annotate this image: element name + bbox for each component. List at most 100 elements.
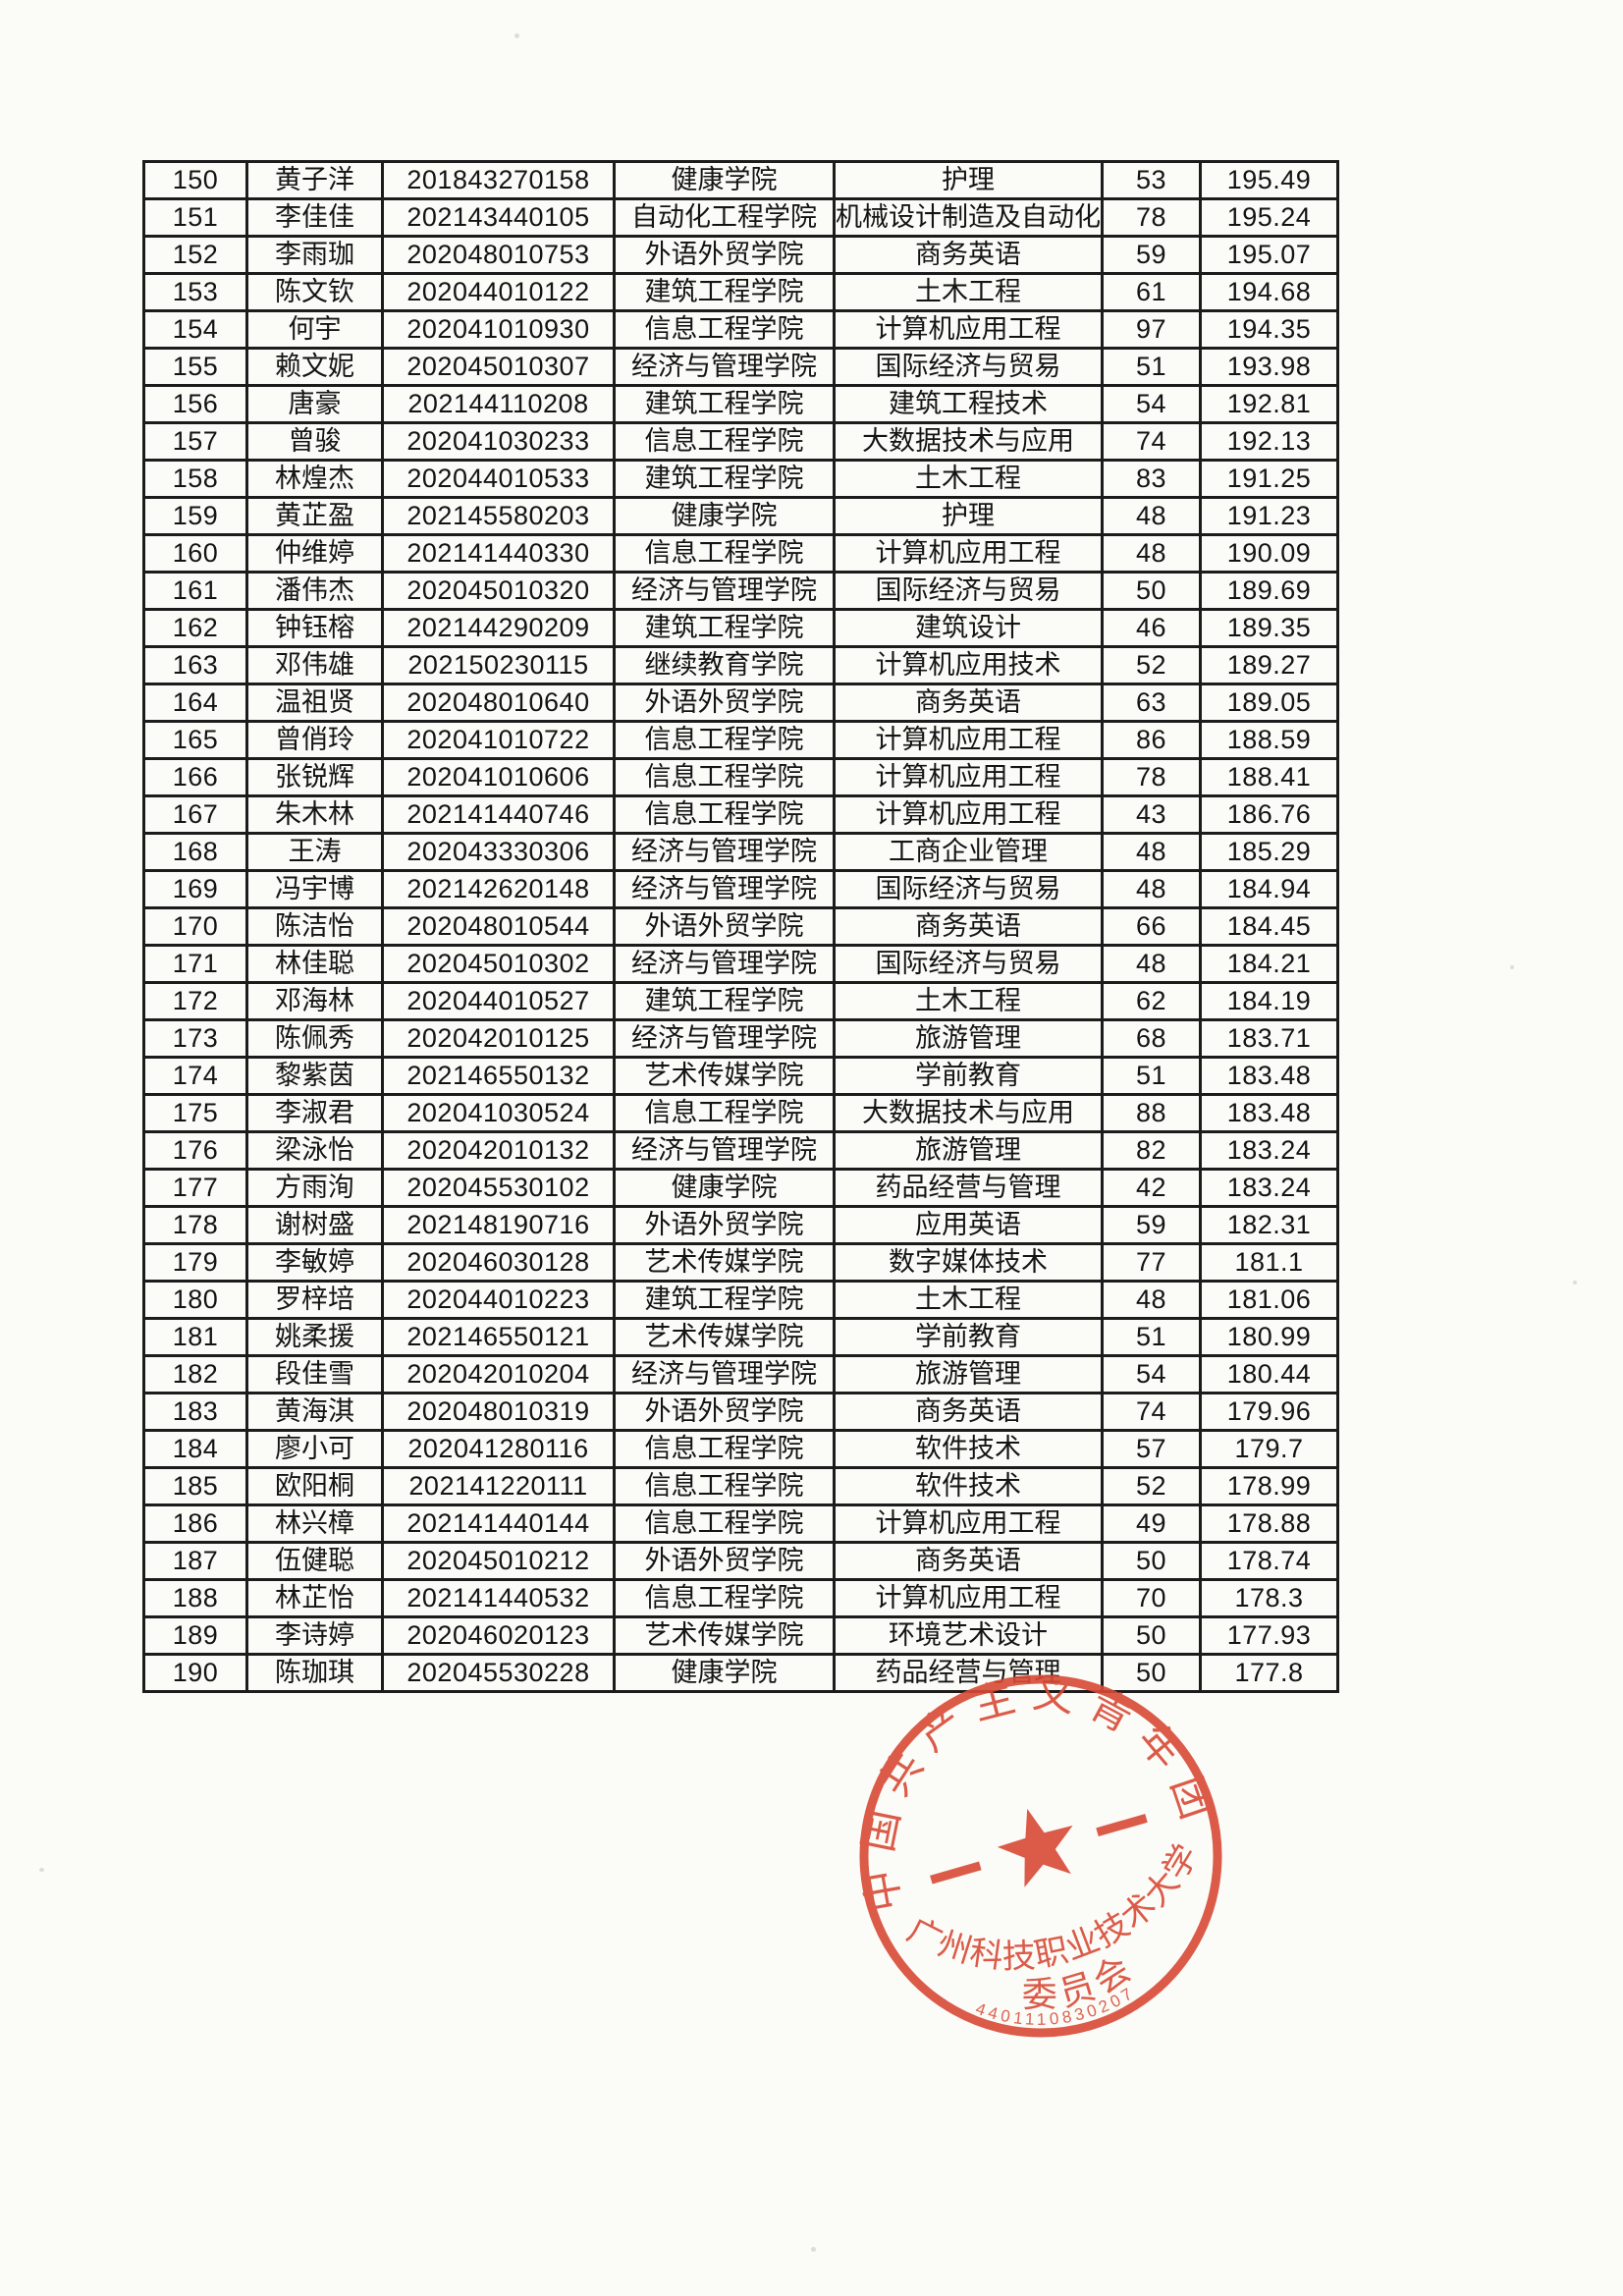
- table-row: 166 张锐辉 202041010606 信息工程学院 计算机应用工程 78 1…: [142, 757, 1339, 797]
- cell-rank: 153: [142, 272, 248, 312]
- cell-name: 潘伟杰: [245, 571, 384, 611]
- cell-score: 189.05: [1199, 683, 1339, 723]
- cell-name: 谢树盛: [245, 1205, 384, 1245]
- cell-student-id: 202045010320: [381, 571, 616, 611]
- table-row: 165 曾俏玲 202041010722 信息工程学院 计算机应用工程 86 1…: [142, 720, 1339, 760]
- cell-count: 52: [1101, 645, 1202, 685]
- cell-student-id: 201843270158: [381, 160, 616, 200]
- cell-student-id: 202043330306: [381, 832, 616, 872]
- cell-major: 旅游管理: [833, 1018, 1104, 1059]
- cell-major: 计算机应用工程: [833, 757, 1104, 797]
- cell-rank: 182: [142, 1354, 248, 1394]
- cell-score: 180.44: [1199, 1354, 1339, 1394]
- table-row: 178 谢树盛 202148190716 外语外贸学院 应用英语 59 182.…: [142, 1205, 1339, 1245]
- cell-rank: 155: [142, 347, 248, 387]
- cell-count: 97: [1101, 309, 1202, 350]
- cell-rank: 181: [142, 1317, 248, 1357]
- cell-student-id: 202041030233: [381, 421, 616, 462]
- table-row: 160 仲维婷 202141440330 信息工程学院 计算机应用工程 48 1…: [142, 533, 1339, 574]
- table-row: 186 林兴樟 202141440144 信息工程学院 计算机应用工程 49 1…: [142, 1503, 1339, 1544]
- table-row: 164 温祖贤 202048010640 外语外贸学院 商务英语 63 189.…: [142, 683, 1339, 723]
- table-row: 163 邓伟雄 202150230115 继续教育学院 计算机应用技术 52 1…: [142, 645, 1339, 685]
- cell-college: 外语外贸学院: [613, 1541, 836, 1581]
- cell-rank: 177: [142, 1168, 248, 1208]
- cell-count: 78: [1101, 757, 1202, 797]
- table-row: 159 黄芷盈 202145580203 健康学院 护理 48 191.23: [142, 496, 1339, 536]
- cell-name: 陈文钦: [245, 272, 384, 312]
- cell-count: 59: [1101, 1205, 1202, 1245]
- table-row: 190 陈珈琪 202045530228 健康学院 药品经营与管理 50 177…: [142, 1653, 1339, 1693]
- cell-college: 信息工程学院: [613, 1429, 836, 1469]
- cell-major: 学前教育: [833, 1056, 1104, 1096]
- cell-rank: 152: [142, 235, 248, 275]
- cell-rank: 165: [142, 720, 248, 760]
- cell-major: 国际经济与贸易: [833, 347, 1104, 387]
- cell-student-id: 202141440746: [381, 794, 616, 835]
- cell-score: 184.45: [1199, 906, 1339, 947]
- cell-student-id: 202048010319: [381, 1392, 616, 1432]
- table-row: 187 伍健聪 202045010212 外语外贸学院 商务英语 50 178.…: [142, 1541, 1339, 1581]
- cell-score: 191.23: [1199, 496, 1339, 536]
- table-row: 175 李淑君 202041030524 信息工程学院 大数据技术与应用 88 …: [142, 1093, 1339, 1133]
- cell-count: 48: [1101, 832, 1202, 872]
- cell-count: 48: [1101, 533, 1202, 574]
- cell-name: 唐豪: [245, 384, 384, 424]
- cell-major: 药品经营与管理: [833, 1168, 1104, 1208]
- cell-score: 177.93: [1199, 1615, 1339, 1656]
- cell-student-id: 202148190716: [381, 1205, 616, 1245]
- cell-rank: 172: [142, 981, 248, 1021]
- cell-score: 188.59: [1199, 720, 1339, 760]
- cell-score: 184.21: [1199, 944, 1339, 984]
- cell-college: 建筑工程学院: [613, 272, 836, 312]
- cell-score: 186.76: [1199, 794, 1339, 835]
- cell-count: 49: [1101, 1503, 1202, 1544]
- stamp-ring: [859, 1674, 1222, 2038]
- cell-name: 钟钰榕: [245, 608, 384, 648]
- cell-name: 黄海淇: [245, 1392, 384, 1432]
- cell-rank: 164: [142, 683, 248, 723]
- cell-rank: 159: [142, 496, 248, 536]
- cell-count: 70: [1101, 1578, 1202, 1618]
- cell-student-id: 202044010533: [381, 459, 616, 499]
- cell-name: 仲维婷: [245, 533, 384, 574]
- cell-count: 82: [1101, 1130, 1202, 1171]
- cell-student-id: 202048010640: [381, 683, 616, 723]
- cell-rank: 151: [142, 197, 248, 238]
- table-row: 179 李敏婷 202046030128 艺术传媒学院 数字媒体技术 77 18…: [142, 1242, 1339, 1283]
- cell-rank: 185: [142, 1466, 248, 1506]
- cell-name: 冯宇博: [245, 869, 384, 909]
- cell-college: 外语外贸学院: [613, 1392, 836, 1432]
- cell-major: 应用英语: [833, 1205, 1104, 1245]
- cell-student-id: 202142620148: [381, 869, 616, 909]
- cell-college: 外语外贸学院: [613, 235, 836, 275]
- table-row: 168 王涛 202043330306 经济与管理学院 工商企业管理 48 18…: [142, 832, 1339, 872]
- cell-student-id: 202041010930: [381, 309, 616, 350]
- cell-student-id: 202044010223: [381, 1280, 616, 1320]
- cell-college: 信息工程学院: [613, 1093, 836, 1133]
- cell-rank: 171: [142, 944, 248, 984]
- cell-college: 信息工程学院: [613, 309, 836, 350]
- cell-college: 艺术传媒学院: [613, 1317, 836, 1357]
- cell-score: 189.27: [1199, 645, 1339, 685]
- cell-name: 林芷怡: [245, 1578, 384, 1618]
- cell-college: 信息工程学院: [613, 421, 836, 462]
- cell-student-id: 202044010122: [381, 272, 616, 312]
- cell-major: 国际经济与贸易: [833, 944, 1104, 984]
- cell-rank: 190: [142, 1653, 248, 1693]
- cell-rank: 179: [142, 1242, 248, 1283]
- cell-rank: 162: [142, 608, 248, 648]
- cell-rank: 154: [142, 309, 248, 350]
- cell-name: 廖小可: [245, 1429, 384, 1469]
- cell-student-id: 202146550121: [381, 1317, 616, 1357]
- table-row: 180 罗梓培 202044010223 建筑工程学院 土木工程 48 181.…: [142, 1280, 1339, 1320]
- cell-rank: 170: [142, 906, 248, 947]
- cell-count: 51: [1101, 347, 1202, 387]
- cell-count: 83: [1101, 459, 1202, 499]
- cell-name: 李雨珈: [245, 235, 384, 275]
- cell-student-id: 202041030524: [381, 1093, 616, 1133]
- cell-score: 178.74: [1199, 1541, 1339, 1581]
- cell-student-id: 202041010722: [381, 720, 616, 760]
- cell-name: 陈洁怡: [245, 906, 384, 947]
- table-row: 189 李诗婷 202046020123 艺术传媒学院 环境艺术设计 50 17…: [142, 1615, 1339, 1656]
